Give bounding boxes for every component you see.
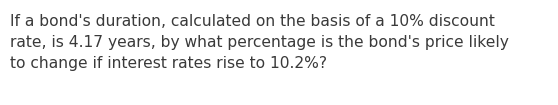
Text: If a bond's duration, calculated on the basis of a 10% discount
rate, is 4.17 ye: If a bond's duration, calculated on the …	[10, 14, 509, 71]
